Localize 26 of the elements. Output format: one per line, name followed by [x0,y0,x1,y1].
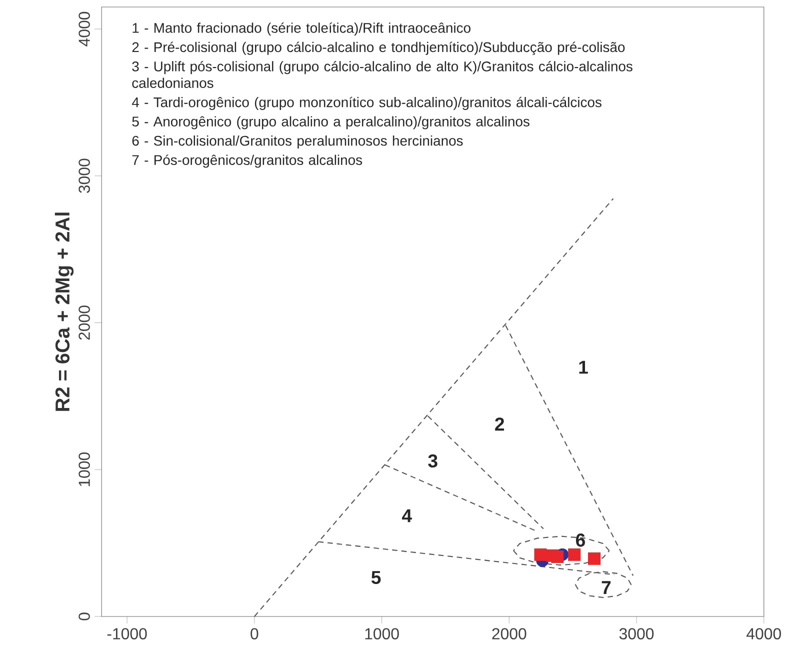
y-tick-label: 3000 [78,158,90,193]
x-tick-label: 1000 [365,628,399,640]
y-tick-label: 2000 [78,306,90,340]
annotation: 5 [371,570,381,584]
x-tick-label: 3000 [619,628,654,640]
y-tick-label: 1000 [78,452,90,486]
annotation: 3 - Uplift pós-colisional (grupo cálcio-alcalino de alto K)/Granitos cálcio-alcalinos caledonianos [132,60,632,88]
annotation: 6 [576,533,585,547]
y-tick-label: 4000 [78,12,90,46]
y-tick-label: 0 [78,612,90,620]
annotation: 2 - Pré-colisional (grupo cálcio-alcalino e tondhjemítico)/Subducção pré-colisão [132,42,625,55]
x-tick-label: 0 [250,628,258,640]
annotation: 1 - Manto fracionado (série toleítica)/Rift intraoceânico [132,22,470,36]
annotation: 4 - Tardi-orogênico (grupo monzonítico sub-alcalino)/granitos álcali-cálcicos [132,96,602,110]
x-tick-label: 2000 [492,628,526,640]
annotation: 2 [495,417,504,430]
annotation: 5 - Anorogênico (grupo alcalino a peralcalino)/granitos alcalinos [132,116,530,130]
y-axis-title: R2 = 6Ca + 2Mg + 2Al [54,212,74,411]
annotation: 7 - Pós-orogênicos/granitos alcalinos [132,154,362,168]
annotation: 7 [602,581,611,594]
annotation: 4 [402,509,412,522]
x-tick-label: -1000 [107,628,147,640]
annotation: 3 [428,454,438,468]
annotation: 1 [579,360,588,374]
annotation: 6 - Sin-colisional/Granitos peraluminosos hercinianos [132,135,463,148]
x-tick-label: 4000 [746,628,781,640]
